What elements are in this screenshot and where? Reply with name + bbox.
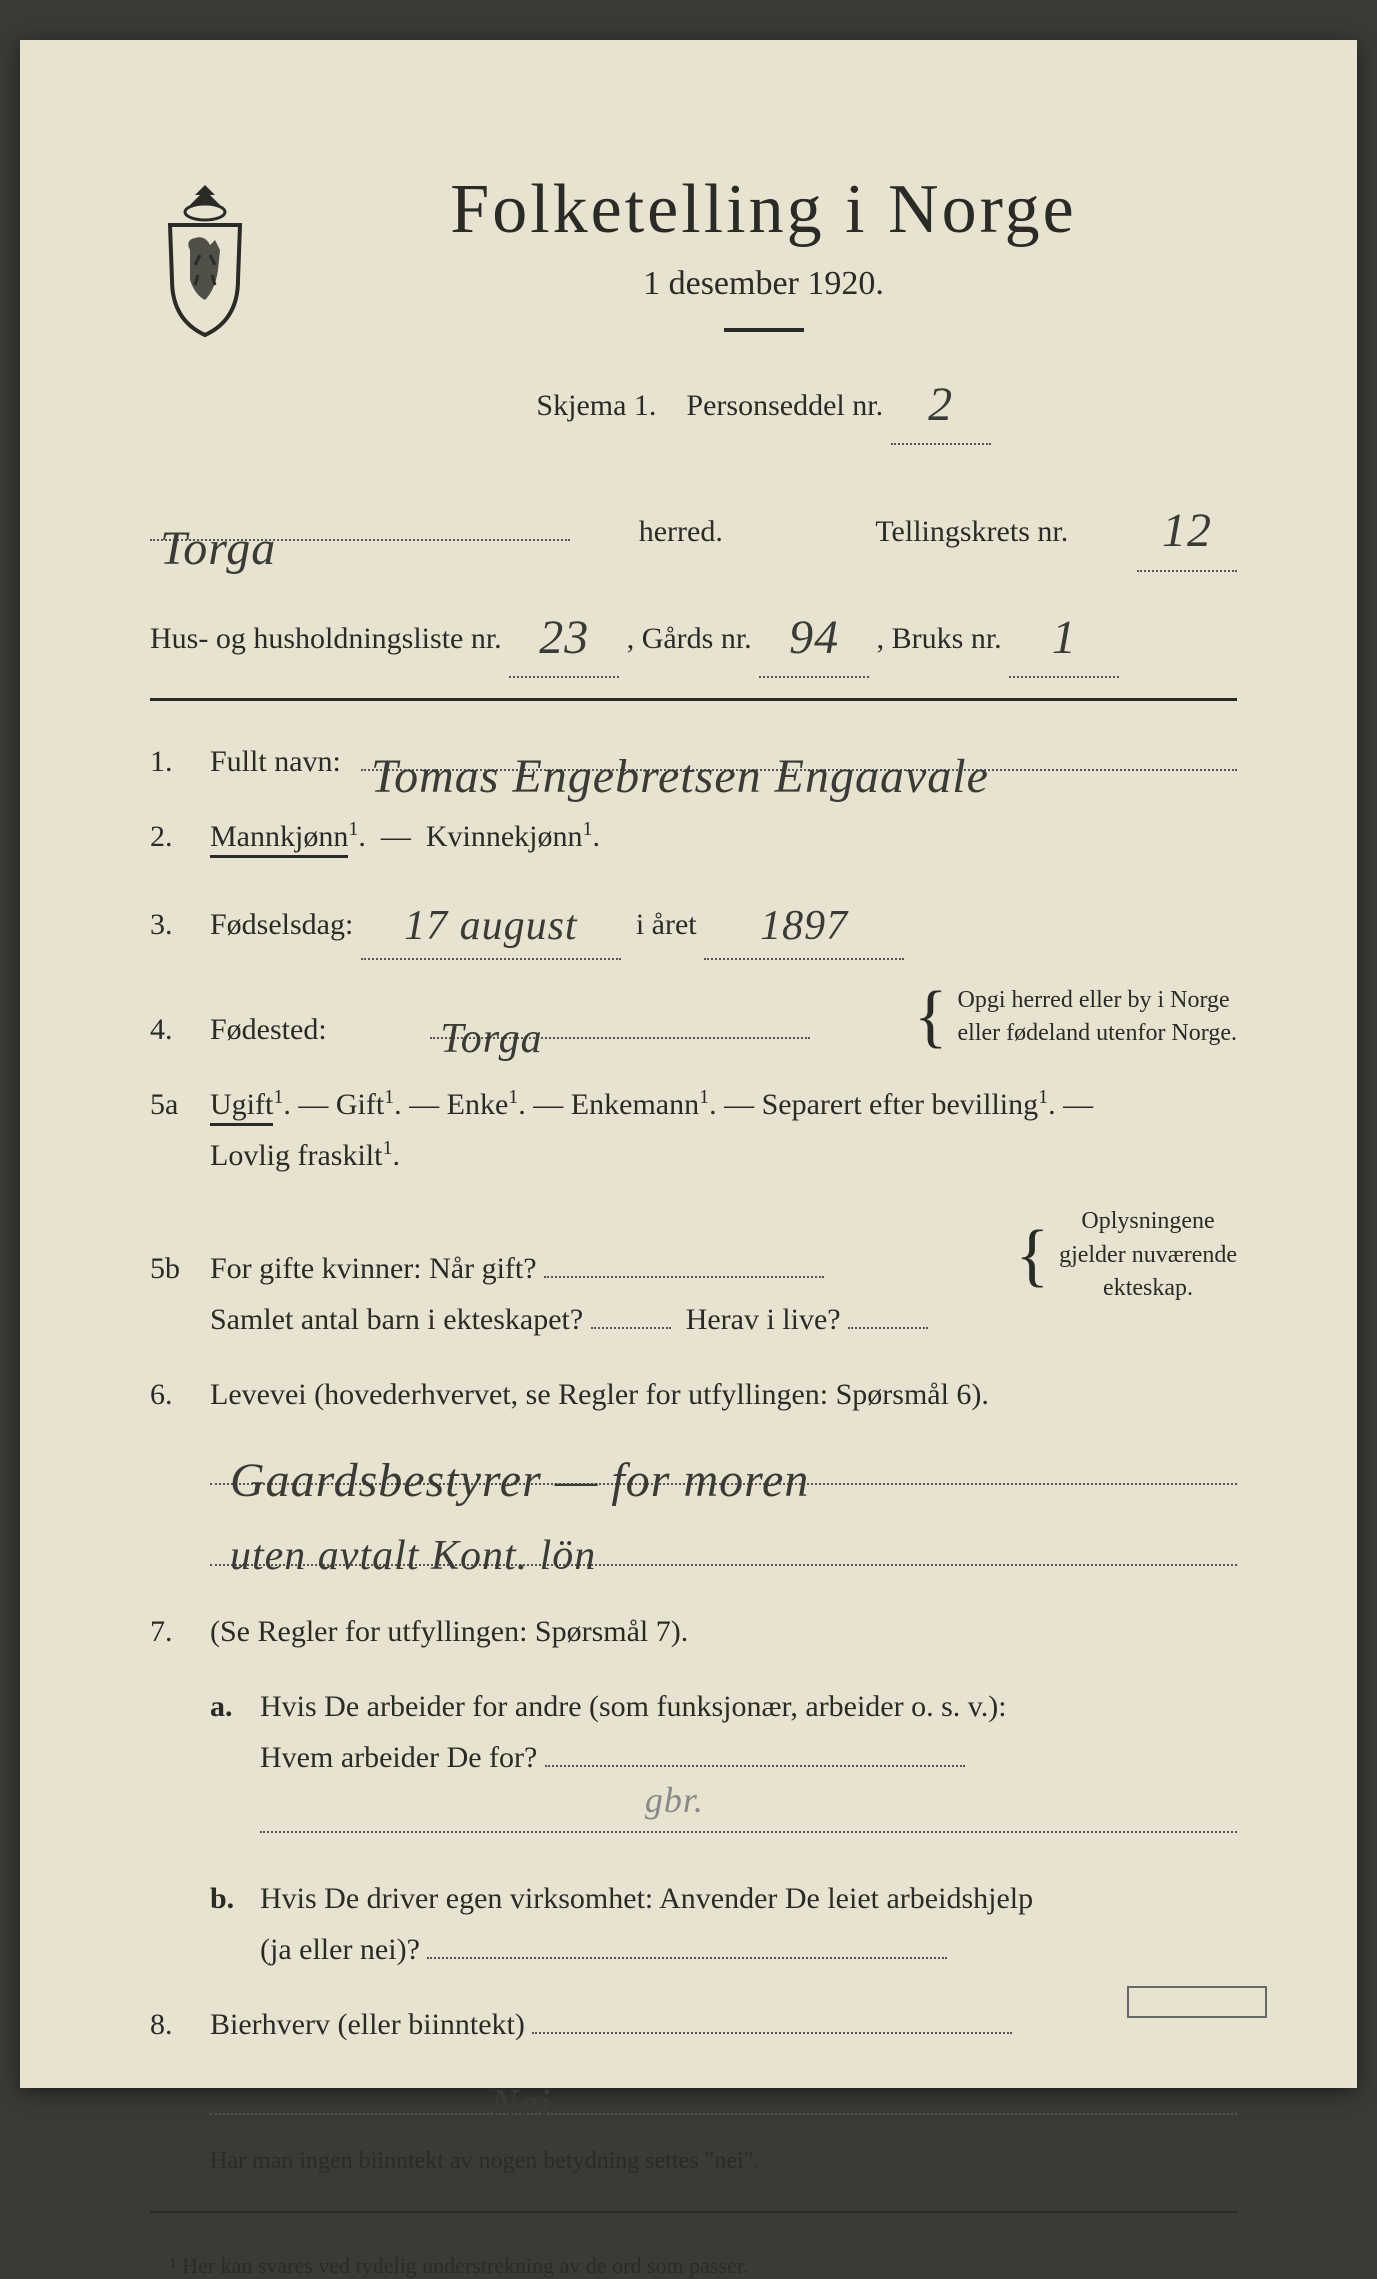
herred-value: Torga <box>160 506 276 544</box>
q7a-row: a. Hvis De arbeider for andre (som funks… <box>210 1681 1237 1849</box>
header: Folketelling i Norge 1 desember 1920. Sk… <box>150 170 1237 463</box>
gards-label: , Gårds nr. <box>627 622 752 655</box>
q4-value: Torga <box>440 1004 542 1042</box>
main-title: Folketelling i Norge <box>290 170 1237 250</box>
q5a-gift: Gift <box>336 1088 384 1121</box>
q2-mann: Mannkjønn <box>210 820 348 858</box>
q7-row: 7. (Se Regler for utfyllingen: Spørsmål … <box>150 1606 1237 1657</box>
q7b-row: b. Hvis De driver egen virksomhet: Anven… <box>210 1873 1237 1975</box>
q5a-separert: Separert efter bevilling <box>762 1088 1039 1121</box>
q3-num: 3. <box>150 899 210 950</box>
q6-row: 6. Levevei (hovederhvervet, se Regler fo… <box>150 1369 1237 1582</box>
q8-label: Bierhverv (eller biinntekt) <box>210 2008 525 2041</box>
q2-num: 2. <box>150 811 210 862</box>
q4-num: 4. <box>150 1004 210 1055</box>
brace-icon: { <box>914 989 948 1045</box>
q3-label: Fødselsdag: <box>210 908 353 941</box>
footnote-text: ¹ Her kan svares ved tydelig understrekn… <box>170 2253 748 2278</box>
printer-stamp-icon <box>1127 1986 1267 2018</box>
bruks-label: , Bruks nr. <box>877 622 1002 655</box>
q1-label: Fullt navn: <box>210 736 341 787</box>
q7b-label: b. <box>210 1873 260 1924</box>
q7-num: 7. <box>150 1606 210 1657</box>
herred-line: Torga herred. Tellingskrets nr. 12 <box>150 483 1237 571</box>
hus-nr: 23 <box>539 611 589 664</box>
q5b-note2: gjelder nuværende <box>1059 1239 1237 1273</box>
hus-label: Hus- og husholdningsliste nr. <box>150 622 502 655</box>
skjema-label: Skjema 1. <box>536 389 656 422</box>
q5b-note1: Oplysningene <box>1059 1205 1237 1239</box>
q5b-note3: ekteskap. <box>1059 1272 1237 1306</box>
q5a-num: 5a <box>150 1079 210 1130</box>
q7a-label: a. <box>210 1681 260 1732</box>
brace-icon: { <box>1015 1228 1049 1284</box>
q5a-enke: Enke <box>447 1088 509 1121</box>
q4-label: Fødested: <box>210 1004 327 1055</box>
title-block: Folketelling i Norge 1 desember 1920. Sk… <box>290 170 1237 463</box>
subtitle: 1 desember 1920. <box>290 265 1237 303</box>
q5a-ugift: Ugift <box>210 1088 273 1126</box>
q8-row: 8. Bierhverv (eller biinntekt) Nei Har m… <box>150 1999 1237 2182</box>
main-divider-icon <box>150 698 1237 701</box>
q7a-q: Hvem arbeider De for? <box>260 1741 537 1774</box>
q6-value2: uten avtalt Kont. lön <box>230 1521 596 1564</box>
q4-note1: Opgi herred eller by i Norge <box>958 984 1237 1018</box>
q6-num: 6. <box>150 1369 210 1420</box>
q3-year: 1897 <box>760 903 848 949</box>
bottom-rule-icon <box>150 2211 1237 2213</box>
q1-row: 1. Fullt navn: Tomas Engebretsen Engaava… <box>150 731 1237 787</box>
q5b-row: 5b For gifte kvinner: Når gift? Samlet a… <box>150 1205 1237 1344</box>
census-form-page: Folketelling i Norge 1 desember 1920. Sk… <box>20 40 1357 2088</box>
bruks-nr: 1 <box>1052 611 1077 664</box>
q5b-line1: For gifte kvinner: Når gift? <box>210 1252 537 1285</box>
q2-kvinne: Kvinnekjønn <box>426 820 583 853</box>
personseddel-nr: 2 <box>928 378 953 431</box>
hus-line: Hus- og husholdningsliste nr. 23 , Gårds… <box>150 590 1237 678</box>
skjema-line: Skjema 1. Personseddel nr. 2 <box>290 357 1237 445</box>
q1-value: Tomas Engebretsen Engaavale <box>371 736 989 774</box>
q7a-text: Hvis De arbeider for andre (som funksjon… <box>260 1690 1007 1723</box>
q6-value1: Gaardsbestyrer — for moren <box>230 1440 809 1483</box>
q3-row: 3. Fødselsdag: 17 august i året 1897 <box>150 886 1237 959</box>
tellingskrets-nr: 12 <box>1162 504 1212 557</box>
q7b-text: Hvis De driver egen virksomhet: Anvender… <box>260 1882 1033 1915</box>
q8-num: 8. <box>150 1999 210 2050</box>
q2-sup2: 1 <box>582 818 592 840</box>
q7b-q: (ja eller nei)? <box>260 1933 420 1966</box>
q3-year-label: i året <box>636 908 697 941</box>
divider-icon <box>724 328 804 332</box>
q5b-num: 5b <box>150 1243 210 1294</box>
q1-num: 1. <box>150 736 210 787</box>
q5a-enkemann: Enkemann <box>571 1088 699 1121</box>
q2-sup1: 1 <box>348 818 358 840</box>
q7-label: (Se Regler for utfyllingen: Spørsmål 7). <box>210 1615 688 1648</box>
q3-day: 17 august <box>404 903 578 949</box>
coat-of-arms-icon <box>150 180 260 340</box>
q2-row: 2. Mannkjønn1. — Kvinnekjønn1. <box>150 811 1237 862</box>
q8-value: Nei <box>490 2070 551 2113</box>
q5a-row: 5a Ugift1. — Gift1. — Enke1. — Enkemann1… <box>150 1079 1237 1181</box>
personseddel-label: Personseddel nr. <box>686 389 883 422</box>
q5b-line2b: Herav i live? <box>686 1303 841 1336</box>
footnote: ¹ Her kan svares ved tydelig understrekn… <box>150 2253 1237 2279</box>
q4-note2: eller fødeland utenfor Norge. <box>958 1017 1237 1051</box>
gards-nr: 94 <box>789 611 839 664</box>
q6-label: Levevei (hovederhvervet, se Regler for u… <box>210 1378 989 1411</box>
herred-label: herred. <box>639 505 723 559</box>
q4-row: 4. Fødested: Torga { Opgi herred eller b… <box>150 984 1237 1056</box>
q8-note: Har man ingen biinntekt av nogen betydni… <box>210 2141 1237 2182</box>
q5a-fraskilt: Lovlig fraskilt <box>210 1139 382 1172</box>
tellingskrets-label: Tellingskrets nr. <box>875 505 1068 559</box>
q5b-line2: Samlet antal barn i ekteskapet? <box>210 1303 583 1336</box>
